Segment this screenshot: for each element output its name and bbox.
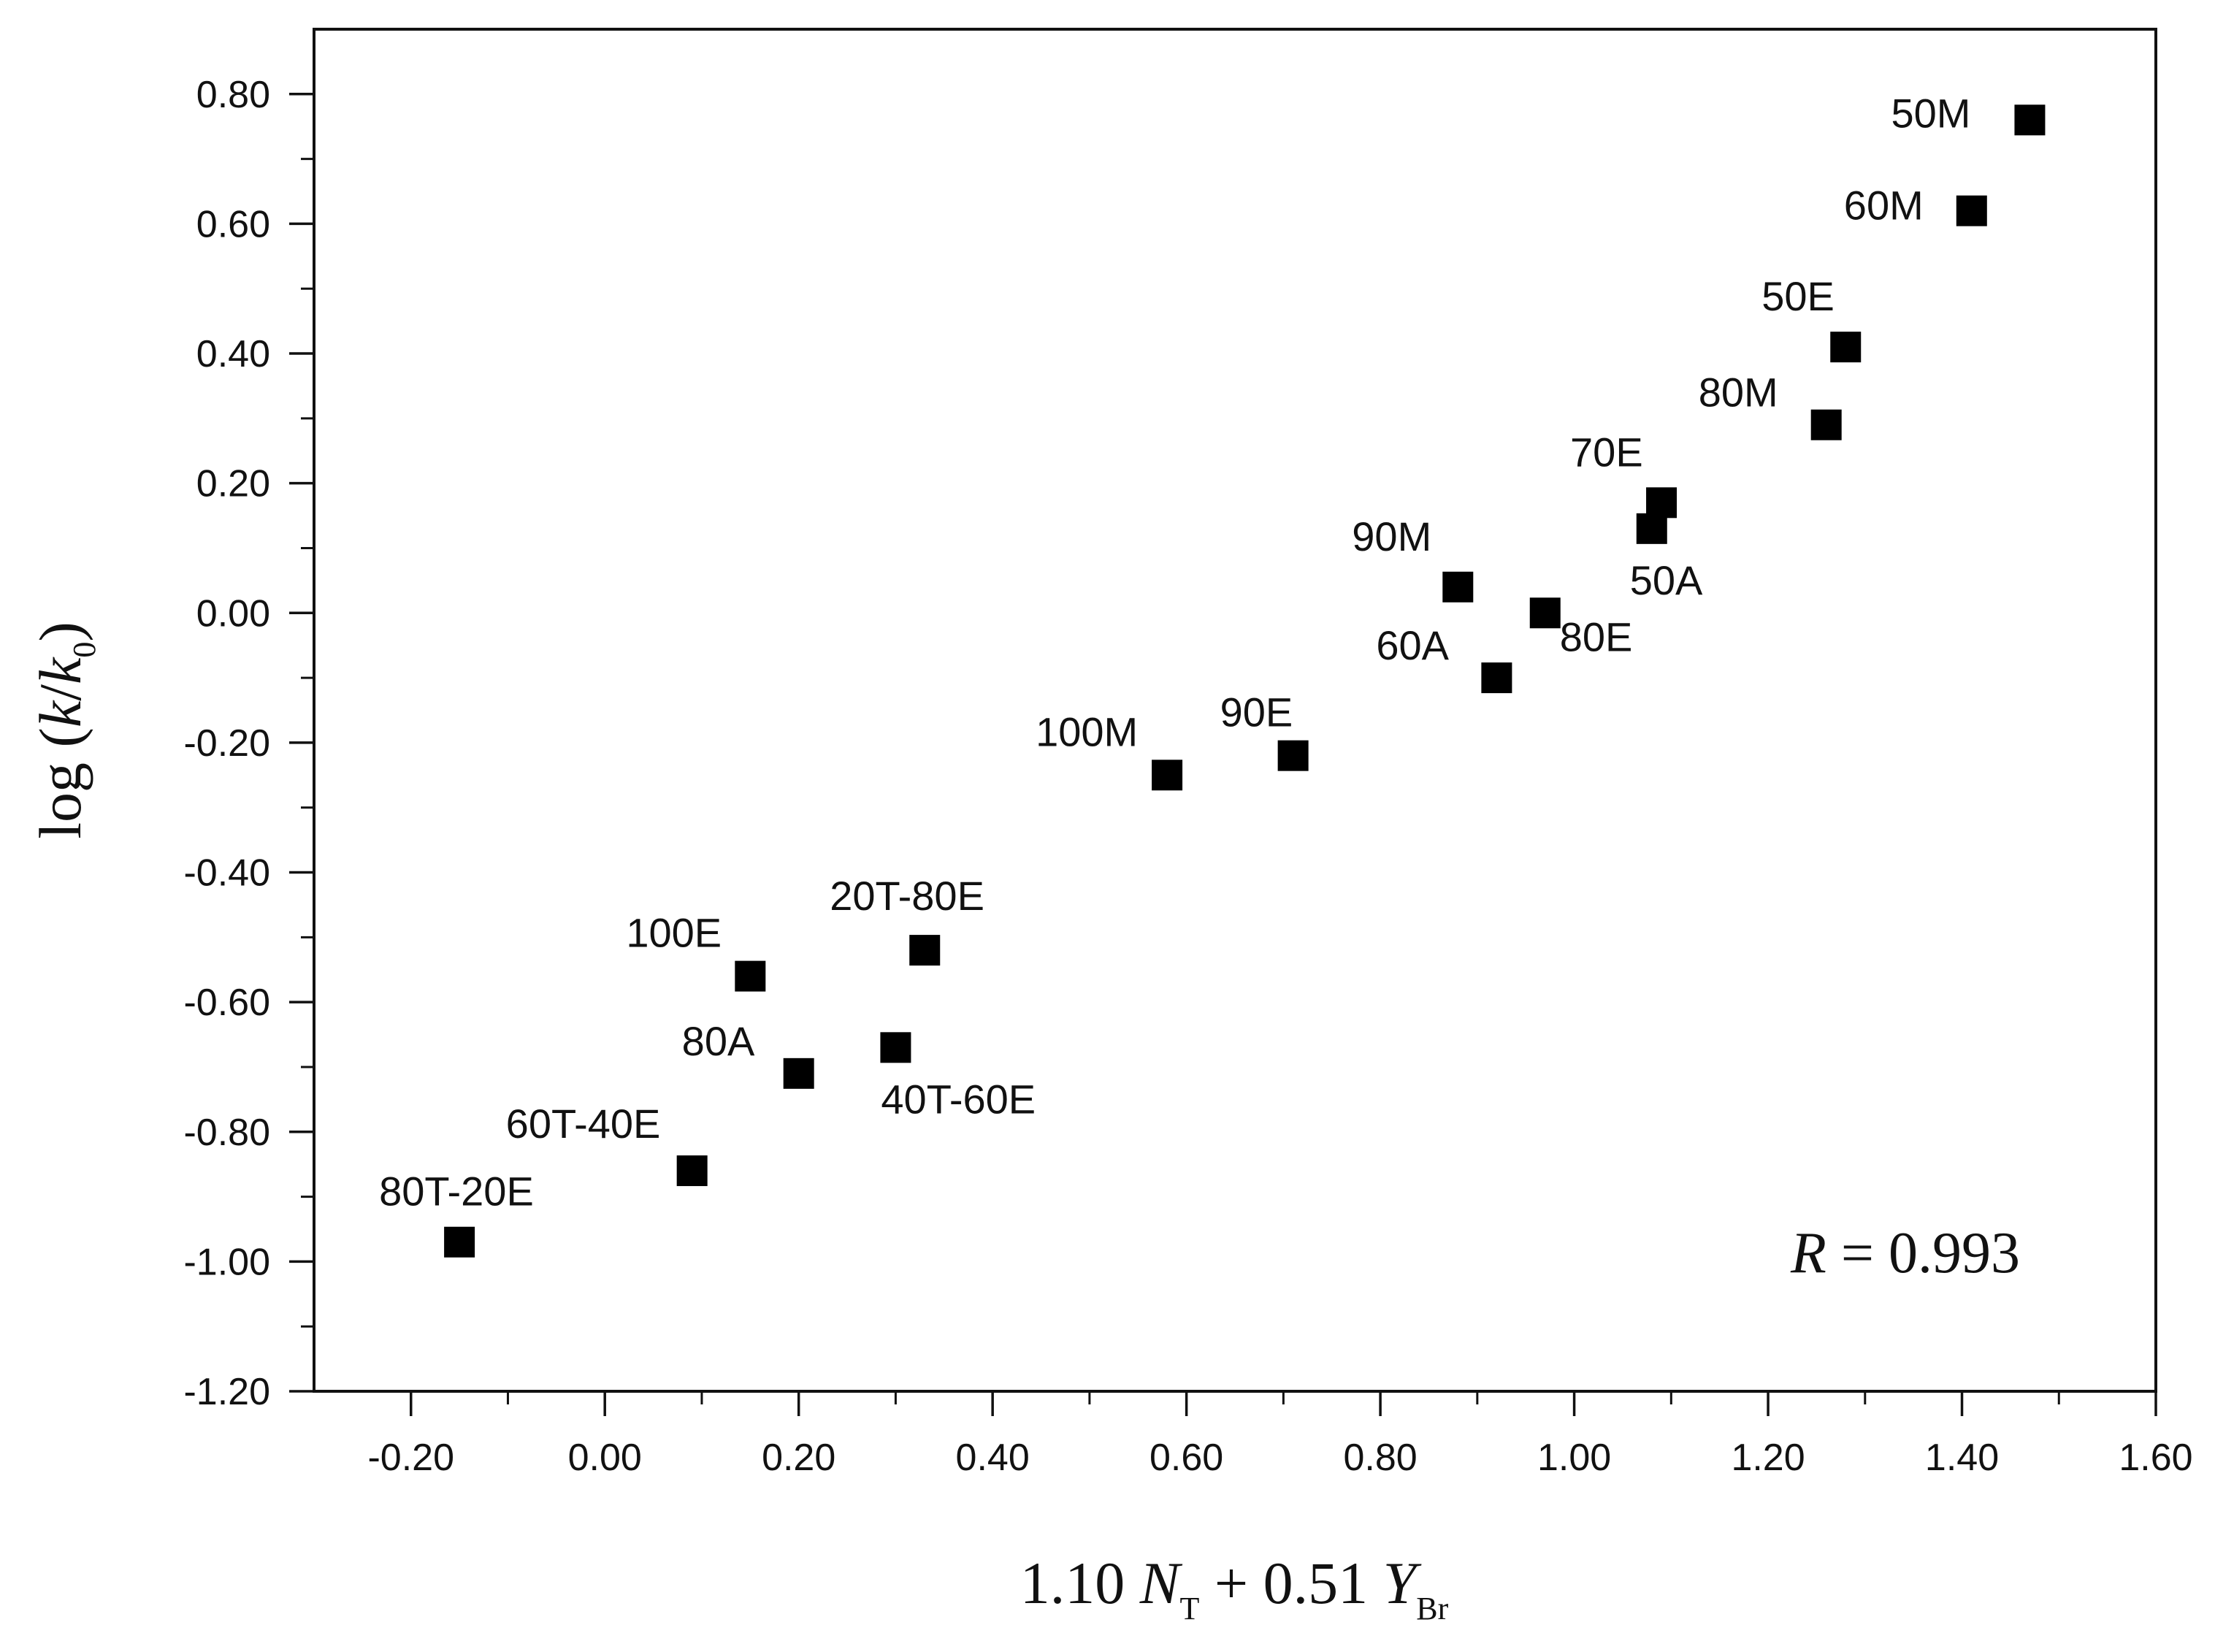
y-title-k0-sub: 0 (66, 642, 102, 658)
data-point-marker (880, 1032, 911, 1063)
y-tick-label: -0.20 (183, 722, 270, 765)
y-tick-label: 0.60 (196, 203, 270, 245)
y-title-prefix: log ( (27, 727, 93, 839)
x-tick-label: 1.40 (1925, 1437, 1999, 1479)
x-tick-label: 0.00 (568, 1437, 642, 1479)
data-point-marker (444, 1226, 475, 1258)
data-point-label: 70E (1570, 429, 1643, 475)
y-tick-label: -1.00 (183, 1241, 270, 1283)
y-title-k: k (27, 700, 93, 727)
x-tick-label: 1.60 (2119, 1437, 2192, 1479)
x-title-plus: + 0.51 (1199, 1550, 1382, 1616)
y-title-suffix: ) (27, 622, 93, 641)
y-tick-label: -0.80 (183, 1112, 270, 1154)
data-point-label: 80M (1699, 370, 1778, 416)
x-tick-label: 0.40 (956, 1437, 1030, 1479)
data-point-marker (1830, 332, 1862, 363)
y-tick-label: 0.20 (196, 463, 270, 505)
data-point-marker (1529, 597, 1561, 629)
y-tick-label: -1.20 (183, 1371, 270, 1413)
data-point-marker (1636, 513, 1667, 544)
data-point-label: 50E (1761, 273, 1835, 319)
x-title-var-br: Y (1383, 1550, 1422, 1616)
data-point-marker (1646, 487, 1677, 519)
x-tick-label: 1.00 (1537, 1437, 1611, 1479)
data-point-marker (1481, 662, 1512, 694)
x-axis-title: 1.10 NT + 0.51 YBr (1020, 1550, 1449, 1626)
x-tick-label: 0.80 (1343, 1437, 1417, 1479)
data-point-marker (735, 960, 766, 992)
x-axis-ticks: -0.20 0.00 0.20 0.40 0.60 0.80 1.00 1.20 1.40 1.6… (367, 1391, 2193, 1479)
annotation-value: = 0.993 (1826, 1221, 2020, 1285)
y-tick-label: -0.40 (183, 852, 270, 895)
data-point-marker (676, 1155, 708, 1187)
data-point-label: 60A (1376, 622, 1449, 668)
y-tick-label: -0.60 (183, 982, 270, 1024)
x-title-sub-t: T (1179, 1591, 1199, 1626)
x-tick-label: -0.20 (367, 1437, 454, 1479)
y-tick-label: 0.80 (196, 74, 270, 116)
data-point-marker (783, 1058, 814, 1089)
data-point-marker (1810, 409, 1842, 440)
x-tick-label: 1.20 (1731, 1437, 1805, 1479)
x-title-var-t: N (1139, 1550, 1183, 1616)
x-title-coef-t: 1.10 (1020, 1550, 1140, 1616)
data-point-label: 50A (1630, 557, 1703, 603)
y-title-slash: / (27, 684, 93, 701)
data-point-label: 90M (1352, 513, 1431, 559)
x-title-sub-br: Br (1416, 1591, 1448, 1626)
data-point-marker (1442, 571, 1474, 603)
y-tick-label: 0.00 (196, 592, 270, 635)
data-point-label: 100E (626, 910, 722, 956)
data-point-label: 80T-20E (379, 1169, 534, 1215)
data-point-label: 50M (1891, 90, 1970, 136)
data-point-marker (1152, 760, 1183, 791)
annotation-variable: R (1790, 1221, 1826, 1285)
correlation-annotation: R = 0.993 (1790, 1221, 2020, 1285)
data-point-label: 20T-80E (830, 873, 984, 919)
data-point-marker (1277, 740, 1309, 771)
data-point-label: 80A (682, 1018, 755, 1064)
x-tick-label: 0.60 (1149, 1437, 1223, 1479)
data-point-label: 40T-60E (881, 1076, 1036, 1122)
data-point-label: 80E (1560, 613, 1633, 659)
data-point-marker (1956, 195, 1987, 226)
y-axis-title: log (k/k0) (27, 622, 102, 839)
data-point-label: 90E (1220, 689, 1293, 735)
x-tick-label: 0.20 (762, 1437, 835, 1479)
y-tick-label: 0.40 (196, 333, 270, 375)
y-axis-ticks: -1.20 -1.00 -0.80 -0.60 -0.40 -0.20 0.00 0.20 0.… (183, 74, 314, 1413)
data-point-label: 60T-40E (506, 1101, 661, 1147)
data-point-marker (2014, 104, 2046, 136)
y-title-k0: k (27, 657, 93, 684)
data-point-label: 100M (1036, 708, 1138, 754)
plot-frame (313, 28, 2157, 1393)
data-point-marker (909, 935, 941, 966)
data-point-label: 60M (1844, 183, 1924, 229)
